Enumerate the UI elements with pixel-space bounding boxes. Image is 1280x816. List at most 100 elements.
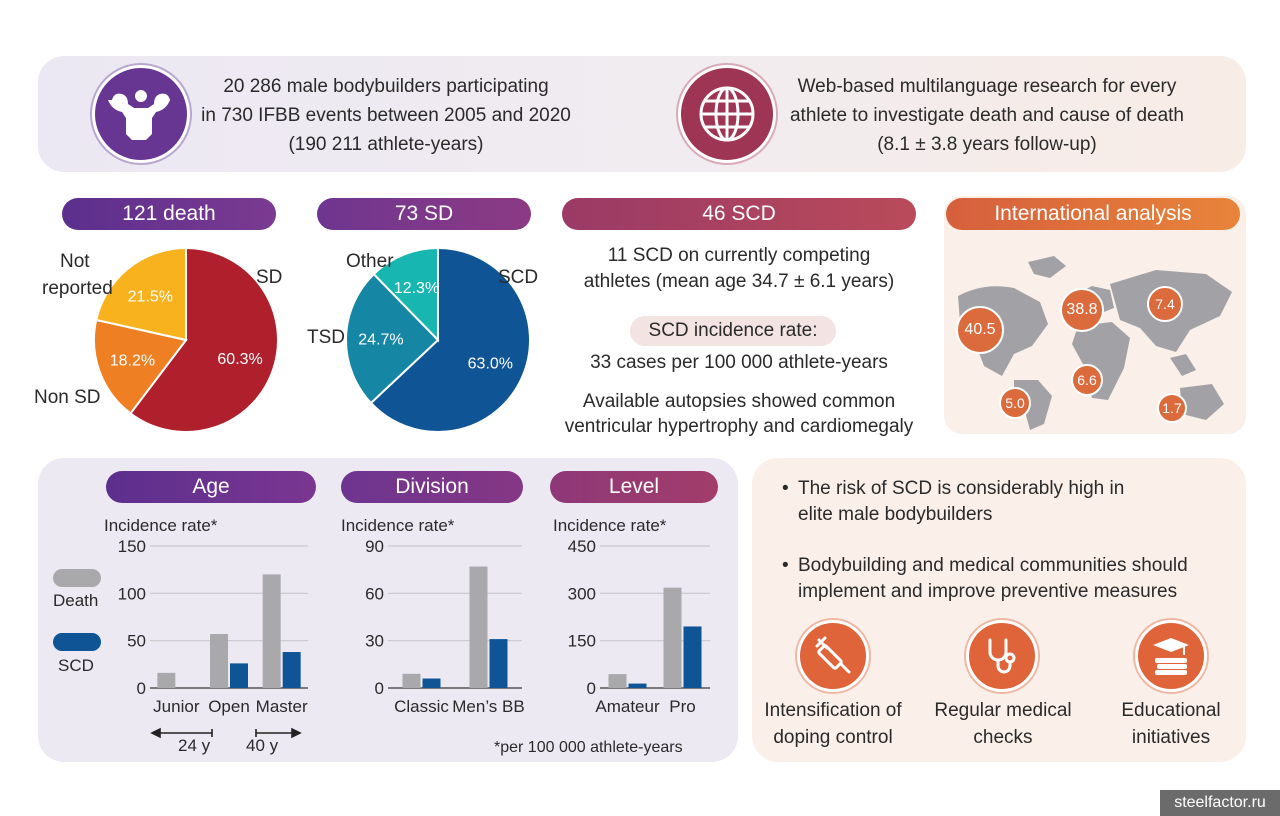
map-marker-1: 40.5 xyxy=(956,306,1004,354)
level-chart-ytick: 0 xyxy=(587,679,596,698)
age-chart-category-label: Open xyxy=(208,697,250,716)
pie-label-reported: reported xyxy=(42,278,113,299)
level-chart-bar-scd-1 xyxy=(628,683,647,688)
sd-pie-slice-label-3: 12.3% xyxy=(394,280,439,297)
level-chart-bar-scd-2 xyxy=(683,626,702,688)
watermark: steelfactor.ru xyxy=(1160,790,1280,816)
scd-incidence-value: 33 cases per 100 000 athlete-years xyxy=(590,352,888,373)
division-chart-category-label: Men’s BB xyxy=(452,697,524,716)
age-chart-ytick: 0 xyxy=(137,679,146,698)
international-analysis-header: International analysis xyxy=(946,198,1240,230)
level-chart-ytick: 450 xyxy=(568,537,596,556)
age-note-24: 24 y xyxy=(178,736,211,755)
scd-incidence-label: SCD incidence rate: xyxy=(630,316,836,346)
pie-label-tsd: TSD xyxy=(307,327,345,348)
level-chart-category-label: Pro xyxy=(669,697,695,716)
sd-pie-chart: 63.0% 24.7% 12.3% xyxy=(345,246,531,433)
research-line-2: athlete to investigate death and cause o… xyxy=(789,105,1185,126)
pie-label-other: Other xyxy=(346,251,394,272)
division-bar-chart: 0 30 60 90 Classic Men’s BB xyxy=(365,537,525,716)
level-chart-bar-death-2 xyxy=(663,587,682,688)
map-marker-2: 38.8 xyxy=(1060,288,1104,332)
level-chart-bar-death-1 xyxy=(608,674,627,688)
division-chart-bar-death-2 xyxy=(469,566,488,688)
division-chart-bar-scd-2 xyxy=(489,639,508,688)
conclusion-1-line-2: elite male bodybuilders xyxy=(798,504,993,525)
sd-pie-slice-label-1: 63.0% xyxy=(468,356,513,373)
bodybuilder-icon xyxy=(92,65,190,163)
pie-label-not: Not xyxy=(60,251,90,272)
division-chart-bar-death-1 xyxy=(402,673,421,688)
pie-label-non-sd: Non SD xyxy=(34,387,101,408)
age-chart-bar-scd-3 xyxy=(282,652,301,688)
globe-icon xyxy=(678,65,776,163)
sd-pie-slice-1 xyxy=(369,246,531,433)
division-chart-ytick: 0 xyxy=(375,679,384,698)
research-line-3: (8.1 ± 3.8 years follow-up) xyxy=(877,134,1097,155)
sd-pie-slice-2 xyxy=(345,272,440,405)
incidence-charts-panel xyxy=(38,458,738,762)
age-chart-ytick: 150 xyxy=(118,537,146,556)
death-pie-slice-label-1: 60.3% xyxy=(217,351,262,368)
conclusion-1-line-1: The risk of SCD is considerably high in xyxy=(798,478,1125,499)
study-line-2: in 730 IFBB events between 2005 and 2020 xyxy=(201,105,571,126)
books-icon xyxy=(1135,620,1207,692)
age-arrows xyxy=(150,727,302,739)
age-bar-chart: 0 50 100 150 Junior Open Master xyxy=(118,537,308,716)
footnote: *per 100 000 athlete-years xyxy=(494,739,683,756)
age-chart-category-label: Junior xyxy=(153,697,200,716)
death-pie-slice-label-2: 18.2% xyxy=(110,353,155,370)
legend-scd-swatch xyxy=(53,633,101,651)
division-chart-category-label: Classic xyxy=(394,697,449,716)
conclusion-2-line-1: Bodybuilding and medical communities sho… xyxy=(798,555,1188,576)
action-2-line-2: checks xyxy=(973,727,1033,748)
map-marker-6: 1.7 xyxy=(1157,393,1187,423)
legend-death-swatch xyxy=(53,569,101,587)
level-bar-chart: 0 150 300 450 Amateur Pro xyxy=(568,537,710,716)
research-line-1: Web-based multilanguage research for eve… xyxy=(797,76,1177,97)
age-chart-bar-scd-2 xyxy=(230,663,248,688)
sd-pie-slice-3 xyxy=(372,246,439,343)
legend-death-label: Death xyxy=(53,591,99,610)
death-pie-slice-1 xyxy=(129,246,279,433)
conclusions-panel xyxy=(752,458,1246,762)
map-marker-5: 5.0 xyxy=(999,387,1031,419)
scd-count-header: 46 SCD xyxy=(562,198,916,230)
stethoscope-icon xyxy=(966,620,1038,692)
pie-label-sd: SD xyxy=(256,267,283,288)
autopsy-line-2: ventricular hypertrophy and cardiomegaly xyxy=(564,416,914,437)
age-chart-ytick: 50 xyxy=(127,632,146,651)
conclusion-2-line-2: implement and improve preventive measure… xyxy=(798,581,1178,602)
action-3-line-2: initiatives xyxy=(1131,727,1211,748)
conclusion-bullet-2: • Bodybuilding and medical communities s… xyxy=(782,553,1222,605)
death-count-header: 121 death xyxy=(62,198,276,230)
sd-pie-slice-label-2: 24.7% xyxy=(358,332,403,349)
age-chart-bar-death-2 xyxy=(210,634,228,688)
scd-competing-line-2: athletes (mean age 34.7 ± 6.1 years) xyxy=(583,271,895,292)
map-marker-3: 7.4 xyxy=(1147,286,1183,322)
pie-label-scd: SCD xyxy=(498,267,539,288)
study-description: 20 286 male bodybuilders participating i… xyxy=(196,72,576,159)
division-chart-bar-scd-1 xyxy=(422,678,441,688)
division-ylabel: Incidence rate* xyxy=(341,516,455,535)
death-pie-slice-label-3: 21.5% xyxy=(128,288,173,305)
study-summary-panel xyxy=(38,56,1246,172)
level-chart-header: Level xyxy=(550,471,718,503)
age-chart-bar-death-1 xyxy=(157,672,176,688)
legend-scd-label: SCD xyxy=(58,656,94,675)
research-description: Web-based multilanguage research for eve… xyxy=(772,72,1202,159)
action-1-line-2: doping control xyxy=(773,727,893,748)
study-line-3: (190 211 athlete-years) xyxy=(288,134,484,155)
division-chart-ytick: 90 xyxy=(365,537,384,556)
age-note-40: 40 y xyxy=(246,736,279,755)
action-3-line-1: Educational xyxy=(1121,700,1221,721)
death-pie-slice-3 xyxy=(95,246,187,342)
conclusion-bullet-1: • The risk of SCD is considerably high i… xyxy=(782,476,1222,528)
level-chart-category-label: Amateur xyxy=(595,697,660,716)
map-marker-4: 6.6 xyxy=(1071,364,1103,396)
age-chart-header: Age xyxy=(106,471,316,503)
level-ylabel: Incidence rate* xyxy=(553,516,667,535)
sd-count-header: 73 SD xyxy=(317,198,531,230)
division-chart-ytick: 30 xyxy=(365,632,384,651)
scd-competing-line-1: 11 SCD on currently competing xyxy=(607,245,871,266)
